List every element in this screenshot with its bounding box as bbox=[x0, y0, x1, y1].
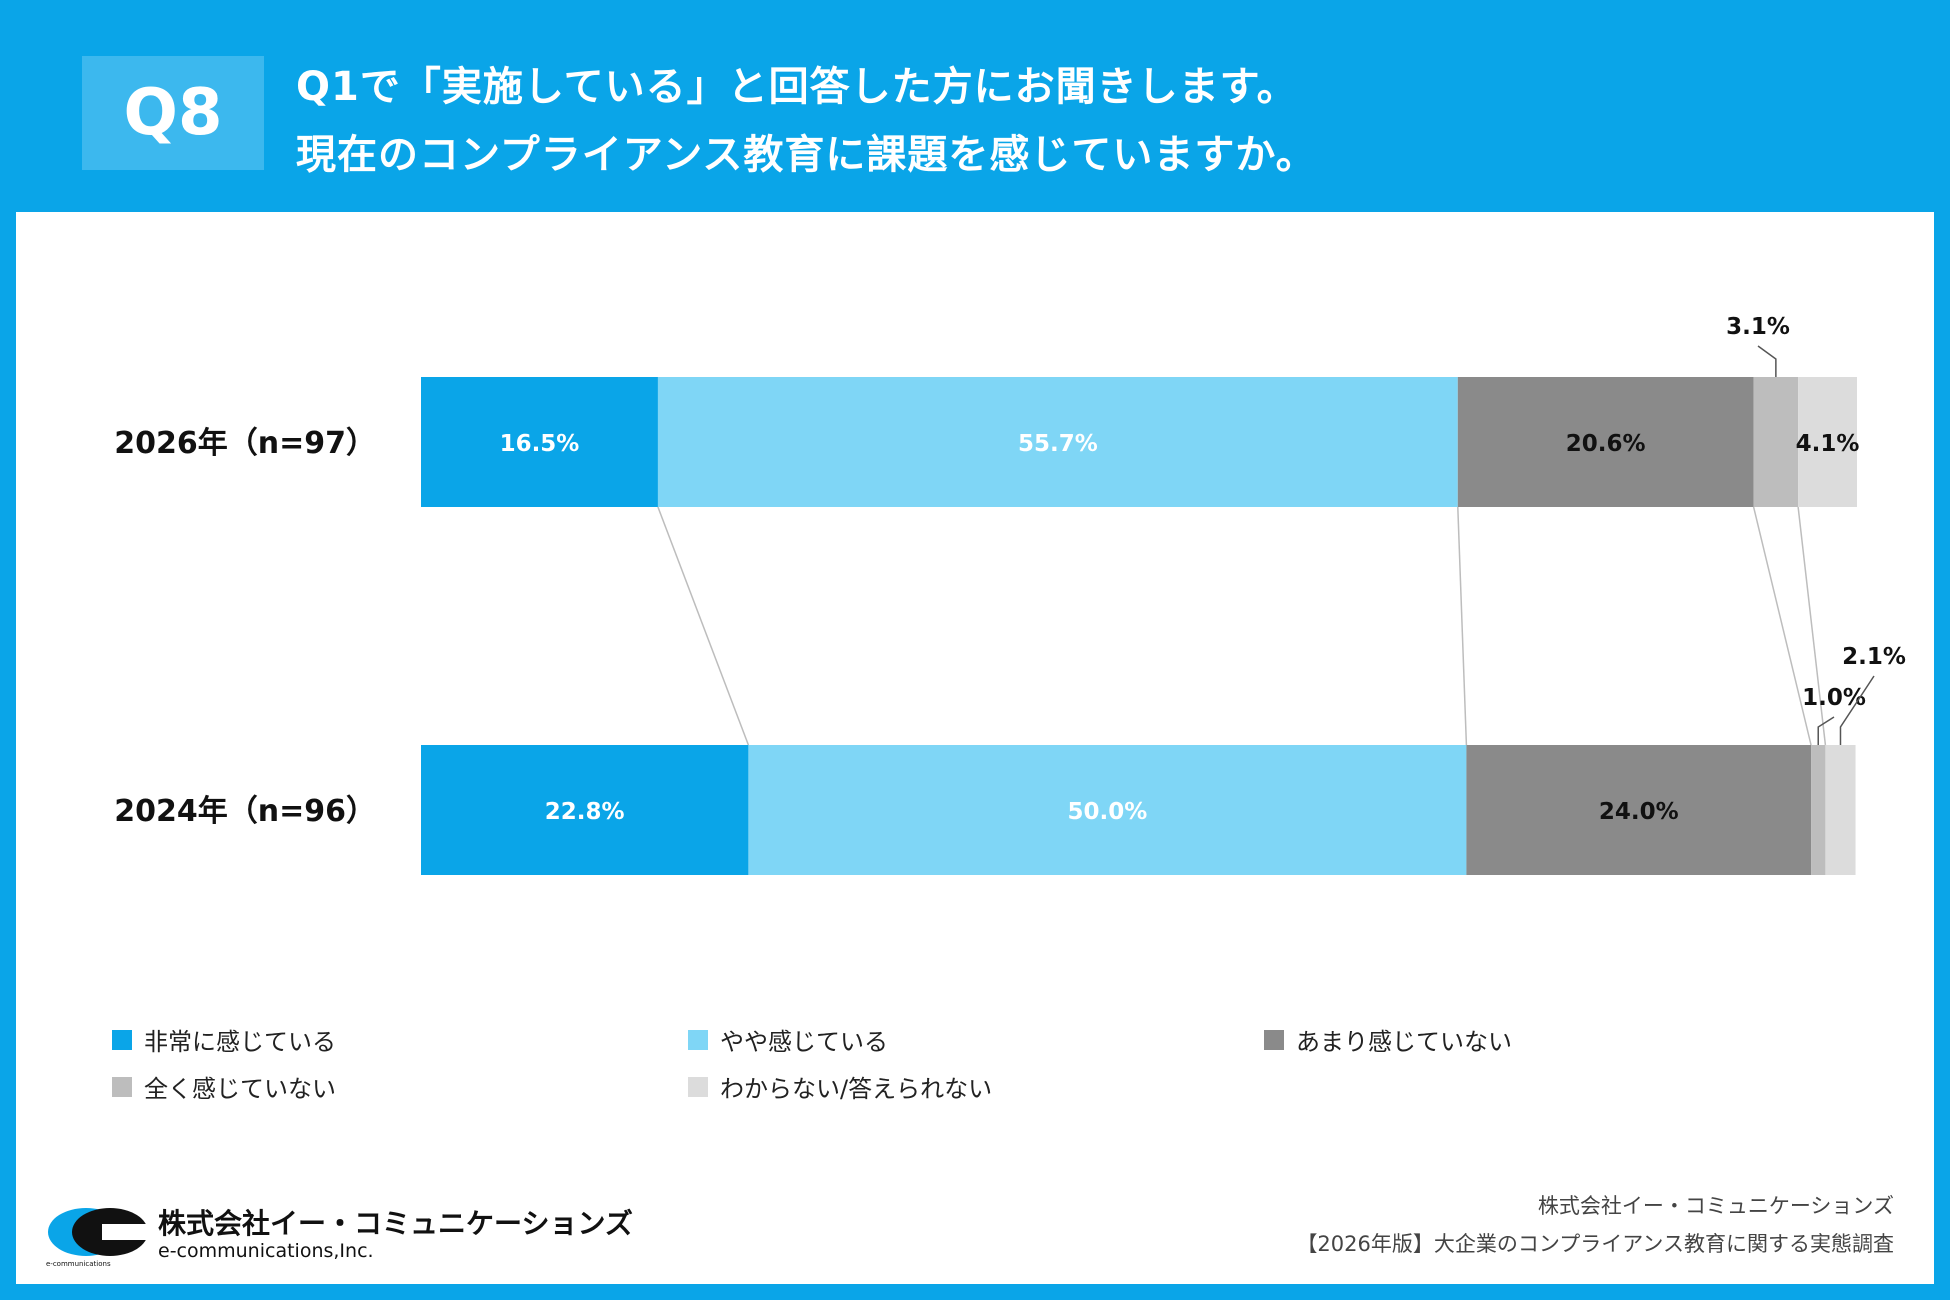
question-badge: Q8 bbox=[82, 56, 264, 170]
stacked-bar-chart: 2026年（n=97） 16.5% 55.7% 20.6% 3.1% 4.1% 2024年（… bbox=[114, 314, 1906, 875]
bar-segment bbox=[1466, 745, 1812, 875]
bar-segment bbox=[748, 745, 1467, 875]
connector-line bbox=[1752, 506, 1812, 746]
data-label: 22.8% bbox=[545, 799, 625, 825]
category-label: 2024年（n=96） bbox=[114, 794, 376, 829]
legend-label: わからない/答えられない bbox=[720, 1075, 993, 1103]
data-label: 24.0% bbox=[1599, 799, 1679, 825]
chart-panel: 2026年（n=97） 16.5% 55.7% 20.6% 3.1% 4.1% 2024年（… bbox=[16, 212, 1934, 1284]
data-label: 3.1% bbox=[1726, 314, 1790, 340]
bar-segment bbox=[421, 745, 749, 875]
legend-swatch bbox=[688, 1076, 708, 1097]
connector-line bbox=[657, 506, 750, 746]
legend-item: 非常に感じている bbox=[112, 1022, 336, 1057]
connector-line bbox=[1797, 506, 1827, 746]
legend-item: やや感じている bbox=[688, 1022, 888, 1057]
bar-segment bbox=[1457, 377, 1754, 507]
data-label-leader bbox=[1757, 345, 1777, 377]
category-label: 2026年（n=97） bbox=[114, 426, 376, 461]
bar-segment bbox=[1811, 745, 1826, 875]
company-logo: e-communications 株式会社イー・コミュニケーションズ e-com… bbox=[46, 1202, 633, 1272]
data-label-leader bbox=[1817, 716, 1835, 745]
legend-item: 全く感じていない bbox=[112, 1069, 336, 1104]
legend-item: あまり感じていない bbox=[1264, 1022, 1512, 1057]
legend-swatch bbox=[112, 1076, 132, 1097]
legend-label: 全く感じていない bbox=[144, 1075, 336, 1103]
question-title-line1: Q1で「実施している」と回答した方にお聞きします。 bbox=[296, 64, 1298, 110]
logo-mark-icon bbox=[48, 1208, 152, 1256]
logo-company-name-jp: 株式会社イー・コミュニケーションズ bbox=[158, 1207, 633, 1240]
legend-swatch bbox=[688, 1029, 708, 1050]
legend-label: あまり感じていない bbox=[1296, 1028, 1512, 1056]
data-label: 2.1% bbox=[1842, 644, 1906, 670]
data-label: 4.1% bbox=[1796, 431, 1860, 457]
bar-segment bbox=[1753, 377, 1799, 507]
connector-line bbox=[1457, 506, 1468, 746]
credit-company: 株式会社イー・コミュニケーションズ bbox=[1537, 1194, 1894, 1218]
logo-company-name-en: e-communications,Inc. bbox=[158, 1240, 374, 1262]
bar-segment bbox=[1798, 377, 1857, 507]
data-label: 55.7% bbox=[1018, 431, 1098, 457]
bar-segment bbox=[657, 377, 1458, 507]
data-label: 1.0% bbox=[1802, 685, 1866, 711]
bar-segment bbox=[421, 377, 658, 507]
logo-mark-caption: e-communications bbox=[46, 1260, 111, 1268]
legend-label: やや感じている bbox=[720, 1028, 888, 1056]
data-label: 20.6% bbox=[1566, 431, 1646, 457]
legend-swatch bbox=[112, 1029, 132, 1050]
legend-label: 非常に感じている bbox=[144, 1028, 336, 1056]
bar-segment bbox=[1825, 745, 1856, 875]
legend-item: わからない/答えられない bbox=[688, 1069, 992, 1104]
data-label-leader bbox=[1839, 675, 1875, 745]
data-label: 16.5% bbox=[500, 431, 580, 457]
legend-swatch bbox=[1264, 1029, 1284, 1050]
credit-survey-title: 【2026年版】大企業のコンプライアンス教育に関する実態調査 bbox=[1296, 1232, 1894, 1256]
data-label: 50.0% bbox=[1068, 799, 1148, 825]
question-title-line2: 現在のコンプライアンス教育に課題を感じていますか。 bbox=[296, 132, 1317, 178]
